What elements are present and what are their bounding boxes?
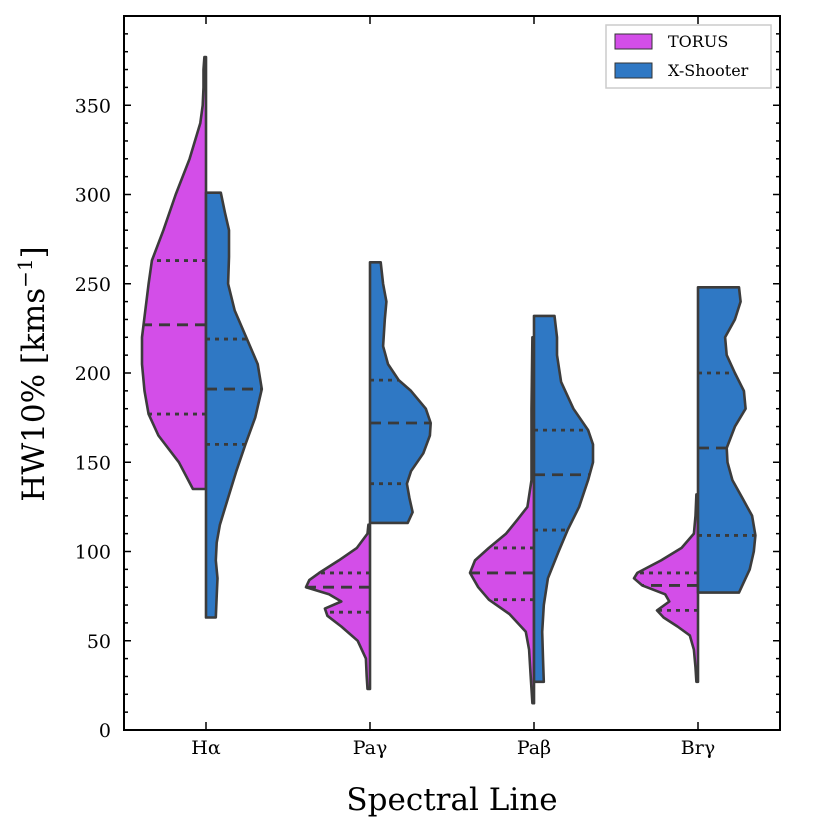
y-tick-label: 100 [75,542,111,564]
violin-x-shooter-brgamma [696,286,757,594]
quartile-lines-layer [143,259,756,614]
violin-torus-pabeta [468,336,536,705]
violin-x-shooter-halpha [204,191,264,619]
x-tick-label-pagamma: Paγ [353,737,388,759]
violin-x-shooter-pagamma [368,261,432,525]
y-tick-label: 250 [75,274,111,296]
y-tick-label: 200 [75,363,111,385]
x-axis-title: Spectral Line [346,782,557,818]
y-axis-title-main: HW10% [kms [16,288,52,502]
y-axis-title-close: ] [16,246,52,258]
legend-swatch-xshooter [614,62,653,79]
x-tick-label-halpha: Hα [191,737,221,759]
y-tick-label: 350 [75,95,111,117]
violin-torus-brgamma [632,493,700,684]
y-axis-title: HW10% [kms−1] [13,246,52,501]
legend-label-torus: TORUS [668,32,728,51]
legend-swatch-torus [614,33,653,50]
ticks-layer: 0 50 100 150 200 250 300 350 Hα Paγ Paβ Brγ [75,15,780,759]
y-tick-label: 0 [99,720,111,742]
y-tick-label: 50 [87,631,111,653]
x-tick-label-brgamma: Brγ [681,737,715,759]
y-tick-label: 150 [75,452,111,474]
x-tick-label-pabeta: Paβ [517,737,551,759]
legend: TORUS X-Shooter [605,24,772,89]
y-axis-title-superscript: −1 [13,258,37,287]
violin-torus-pagamma [304,523,372,691]
y-tick-label: 300 [75,185,111,207]
violins-layer [140,55,757,705]
violin-torus-halpha [140,55,208,491]
violin-x-shooter-pabeta [532,314,595,684]
legend-label-xshooter: X-Shooter [668,61,749,80]
